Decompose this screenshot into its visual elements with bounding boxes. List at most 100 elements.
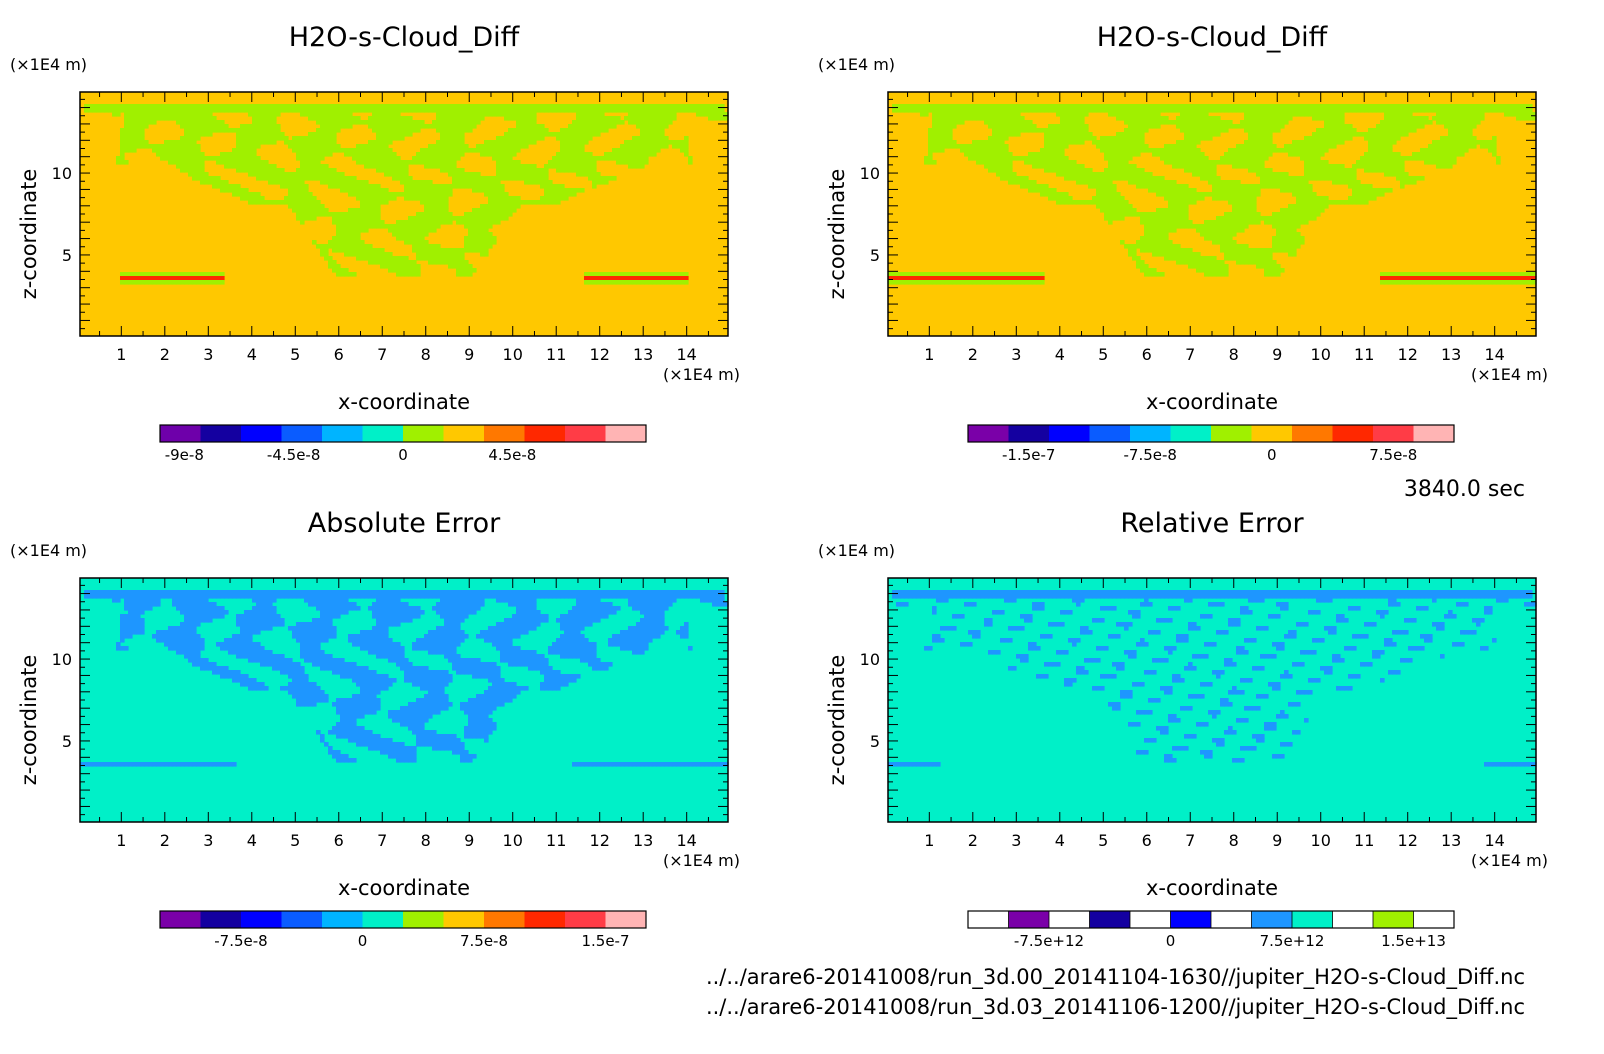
contour-cell — [644, 136, 649, 141]
contour-cell — [1248, 152, 1253, 157]
contour-cell — [352, 184, 357, 189]
contour-cell — [480, 144, 485, 149]
contour-cell — [116, 156, 121, 161]
contour-cell — [488, 104, 493, 109]
contour-cell — [940, 124, 945, 129]
contour-cell — [136, 128, 141, 133]
contour-cell — [1220, 104, 1225, 109]
contour-cell — [1116, 164, 1121, 169]
contour-cell — [1276, 184, 1281, 189]
contour-cell — [1420, 124, 1425, 129]
contour-cell — [356, 232, 361, 237]
contour-cell — [380, 148, 385, 153]
contour-cell — [232, 148, 237, 153]
contour-cell — [1372, 152, 1377, 157]
contour-cell — [632, 160, 637, 165]
contour-cell — [1152, 184, 1157, 189]
contour-cell — [1112, 196, 1117, 201]
contour-cell — [1436, 152, 1441, 157]
contour-cell — [1164, 108, 1169, 113]
contour-cell — [192, 108, 197, 113]
contour-cell — [176, 140, 181, 145]
contour-cell — [1076, 136, 1081, 141]
contour-cell — [648, 132, 653, 137]
contour-cell — [496, 104, 501, 109]
contour-cell — [1348, 184, 1353, 189]
contour-cell — [1024, 120, 1029, 125]
contour-cell — [404, 268, 409, 273]
contour-cell — [524, 200, 529, 205]
contour-cell — [648, 136, 653, 141]
contour-cell — [520, 172, 525, 177]
contour-cell — [1416, 120, 1421, 125]
contour-cell — [344, 248, 349, 253]
contour-cell — [568, 164, 573, 169]
contour-cell — [1404, 112, 1409, 117]
contour-cell — [280, 132, 285, 137]
contour-cell — [1440, 160, 1445, 165]
contour-cell — [548, 196, 553, 201]
contour-cell — [1140, 184, 1145, 189]
contour-cell — [304, 108, 309, 113]
contour-cell — [1272, 120, 1277, 125]
contour-cell — [432, 260, 437, 265]
contour-cell — [1188, 196, 1193, 201]
contour-cell — [996, 112, 1001, 117]
contour-cell — [200, 120, 205, 125]
contour-cell — [1092, 184, 1097, 189]
contour-cell — [1052, 188, 1057, 193]
contour-cell — [588, 272, 593, 277]
contour-cell — [368, 160, 373, 165]
contour-cell — [348, 176, 353, 181]
contour-cell — [1168, 108, 1173, 113]
contour-cell — [1380, 156, 1385, 161]
contour-cell — [568, 140, 573, 145]
contour-cell — [320, 108, 325, 113]
contour-cell — [396, 132, 401, 137]
contour-cell — [1292, 176, 1297, 181]
contour-cell — [488, 184, 493, 189]
contour-cell — [304, 212, 309, 217]
contour-cell — [1372, 144, 1377, 149]
contour-cell — [404, 184, 409, 189]
contour-cell — [1272, 180, 1277, 185]
contour-cell — [184, 132, 189, 137]
contour-cell — [444, 188, 449, 193]
contour-cell — [452, 128, 457, 133]
contour-cell — [1340, 124, 1345, 129]
contour-cell — [216, 124, 221, 129]
contour-cell — [492, 236, 497, 241]
contour-cell — [680, 272, 685, 277]
contour-cell — [372, 248, 377, 253]
contour-cell — [1048, 160, 1053, 165]
contour-cell — [564, 108, 569, 113]
contour-cell — [332, 148, 337, 153]
contour-cell — [372, 212, 377, 217]
contour-cell — [184, 144, 189, 149]
contour-cell — [1316, 160, 1321, 165]
contour-cell — [440, 148, 445, 153]
contour-cell — [972, 156, 977, 161]
contour-cell — [576, 188, 581, 193]
contour-cell — [560, 152, 565, 157]
contour-cell — [488, 176, 493, 181]
contour-cell — [1176, 104, 1181, 109]
contour-cell — [1252, 152, 1257, 157]
contour-cell — [552, 132, 557, 137]
contour-cell — [1368, 132, 1373, 137]
contour-cell — [312, 104, 317, 109]
contour-cell — [576, 116, 581, 121]
contour-cell — [288, 200, 293, 205]
contour-cell — [1320, 104, 1325, 109]
contour-cell — [1360, 192, 1365, 197]
contour-cell — [220, 272, 225, 277]
contour-cell — [944, 140, 949, 145]
contour-cell — [268, 140, 273, 145]
contour-cell — [584, 108, 589, 113]
contour-cell — [168, 140, 173, 145]
contour-cell — [1388, 156, 1393, 161]
contour-cell — [1216, 160, 1221, 165]
contour-cell — [1308, 200, 1313, 205]
contour-cell — [1016, 112, 1021, 117]
